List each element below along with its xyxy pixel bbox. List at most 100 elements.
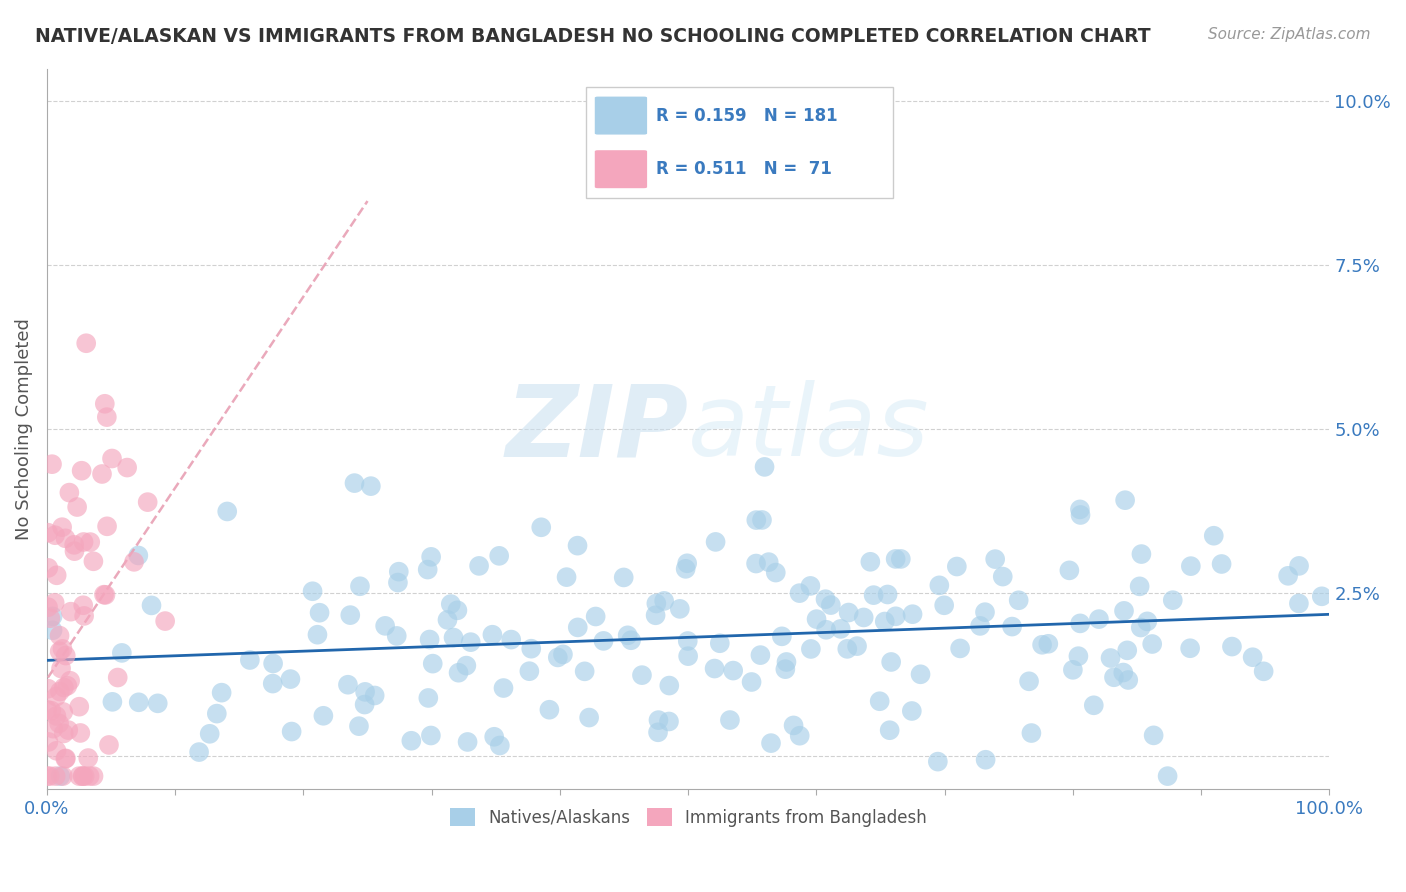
Point [869, 694, 891, 708]
Point [52, 726, 75, 740]
Point [457, 735, 479, 749]
Point [308, 606, 330, 620]
Point [447, 665, 470, 680]
Point [312, 708, 335, 723]
Point [1031, 638, 1053, 652]
Point [1088, 612, 1111, 626]
Point [631, 668, 654, 682]
Point [859, 555, 882, 569]
Point [538, 703, 561, 717]
Point [419, 632, 441, 647]
Point [652, 594, 675, 608]
Point [48, 644, 70, 658]
Point [830, 622, 852, 636]
Point [482, 730, 505, 744]
Point [416, 563, 439, 577]
Point [460, 635, 482, 649]
Text: Source: ZipAtlas.com: Source: ZipAtlas.com [1208, 27, 1371, 42]
Point [385, 629, 408, 643]
Point [1062, 663, 1084, 677]
Point [443, 631, 465, 645]
Point [55, 648, 77, 663]
Point [749, 648, 772, 662]
Point [387, 575, 409, 590]
Point [1241, 650, 1264, 665]
Point [55, 531, 77, 545]
Point [79, 769, 101, 783]
Point [217, 504, 239, 518]
Point [136, 495, 159, 509]
Point [873, 615, 896, 629]
Point [107, 671, 129, 685]
Point [52, 769, 75, 783]
Point [1277, 569, 1299, 583]
Point [862, 588, 884, 602]
Point [1116, 673, 1139, 687]
Point [44, 528, 66, 542]
Point [115, 460, 138, 475]
Point [59, 673, 82, 688]
Point [770, 629, 793, 643]
Point [645, 597, 668, 611]
Point [468, 558, 491, 573]
Point [49, 769, 72, 783]
Point [782, 718, 804, 732]
Point [704, 535, 727, 549]
Point [67, 699, 90, 714]
Point [1220, 640, 1243, 654]
Point [520, 641, 543, 656]
Point [101, 451, 124, 466]
Point [775, 662, 797, 676]
Point [339, 608, 361, 623]
Point [745, 557, 768, 571]
Point [1130, 547, 1153, 561]
Point [51, 520, 73, 534]
Point [420, 549, 443, 564]
Point [1114, 493, 1136, 508]
Point [360, 479, 382, 493]
Point [56, 679, 79, 693]
Point [35, 769, 58, 783]
Point [422, 657, 444, 671]
Point [41, 457, 63, 471]
Point [58, 485, 80, 500]
Point [419, 729, 441, 743]
Point [620, 633, 643, 648]
Point [37, 561, 59, 575]
Point [343, 476, 366, 491]
Point [205, 706, 228, 721]
Point [1067, 649, 1090, 664]
Point [55, 751, 77, 765]
Point [69, 726, 91, 740]
Point [1202, 529, 1225, 543]
Point [401, 733, 423, 747]
Legend: Natives/Alaskans, Immigrants from Bangladesh: Natives/Alaskans, Immigrants from Bangla… [441, 800, 935, 835]
Point [901, 704, 924, 718]
Point [837, 641, 859, 656]
Point [1001, 619, 1024, 633]
Point [49, 684, 72, 698]
Point [198, 727, 221, 741]
Point [592, 633, 614, 648]
Point [1070, 508, 1092, 522]
Point [574, 665, 596, 679]
Point [658, 679, 681, 693]
Point [94, 588, 117, 602]
Point [446, 603, 468, 617]
Point [1069, 502, 1091, 516]
Point [1069, 616, 1091, 631]
Point [280, 672, 302, 686]
Point [388, 565, 411, 579]
Point [48, 629, 70, 643]
Point [153, 614, 176, 628]
Text: NATIVE/ALASKAN VS IMMIGRANTS FROM BANGLADESH NO SCHOOLING COMPLETED CORRELATION : NATIVE/ALASKAN VS IMMIGRANTS FROM BANGLA… [35, 27, 1150, 45]
Point [669, 602, 692, 616]
Point [44, 596, 66, 610]
Point [1018, 674, 1040, 689]
Point [59, 605, 82, 619]
Point [758, 555, 780, 569]
Point [814, 592, 837, 607]
Point [37, 600, 59, 615]
Point [585, 609, 607, 624]
Point [58, 723, 80, 737]
